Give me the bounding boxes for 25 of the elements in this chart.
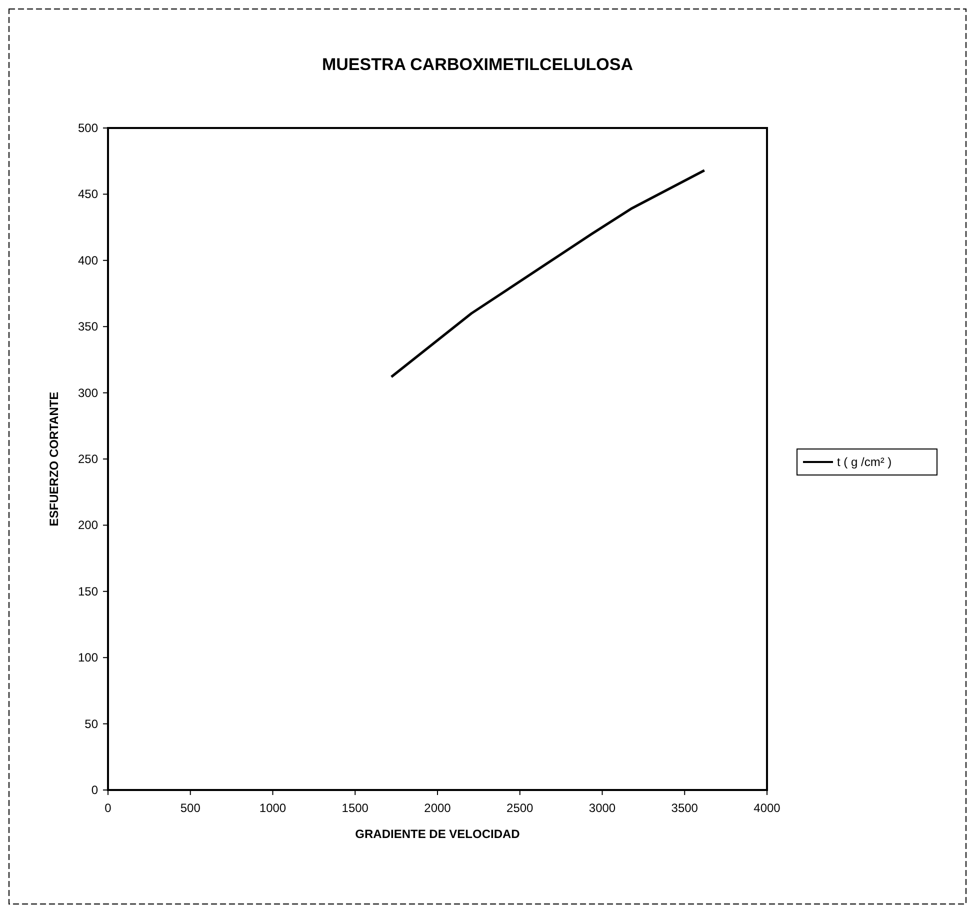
x-axis-title: GRADIENTE DE VELOCIDAD [355, 827, 520, 841]
chart-title: MUESTRA CARBOXIMETILCELULOSA [322, 55, 634, 74]
y-tick-label: 150 [78, 584, 98, 598]
y-tick-label: 300 [78, 386, 98, 400]
x-tick-label: 1500 [342, 801, 369, 815]
x-tick-label: 0 [104, 801, 112, 815]
x-tick-label: 500 [180, 801, 201, 815]
x-tick-label: 3000 [588, 801, 616, 815]
y-tick-label: 50 [84, 716, 98, 731]
y-axis-title: ESFUERZO CORTANTE [47, 392, 61, 526]
legend-label: t ( g /cm² ) [837, 455, 892, 469]
x-tick-label: 3500 [671, 801, 698, 815]
line-series [390, 169, 706, 378]
x-tick-label: 1000 [259, 801, 286, 815]
y-tick-label: 250 [78, 452, 98, 466]
y-tick-label: 400 [78, 253, 98, 268]
y-tick-label: 100 [78, 650, 98, 665]
x-tick-label: 2000 [424, 801, 452, 815]
y-tick-label: 0 [91, 783, 98, 797]
y-tick-label: 500 [78, 121, 98, 135]
y-tick-label: 350 [78, 320, 98, 334]
y-tick-label: 450 [78, 187, 98, 202]
x-tick-label: 4000 [754, 801, 781, 815]
y-tick-label: 200 [78, 518, 98, 532]
x-tick-label: 2500 [506, 801, 534, 815]
